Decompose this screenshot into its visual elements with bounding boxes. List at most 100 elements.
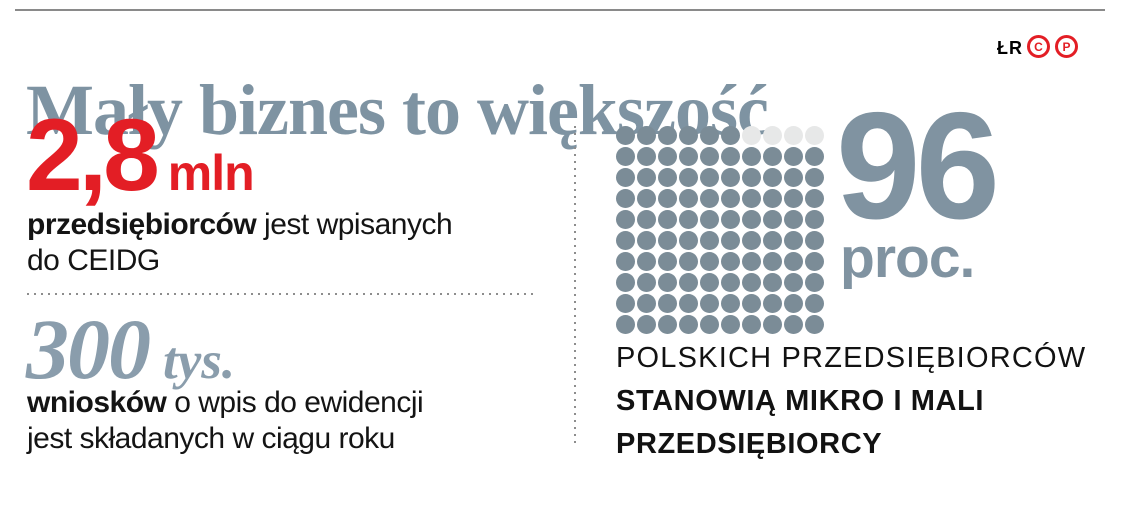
stat-applications-description: wniosków o wpis do ewidencji jest składa… xyxy=(27,385,424,457)
waffle-dot-filled xyxy=(700,168,719,187)
waffle-dot-filled xyxy=(742,168,761,187)
waffle-dot-filled xyxy=(763,315,782,334)
waffle-dot-filled xyxy=(721,210,740,229)
waffle-dot-filled xyxy=(679,126,698,145)
waffle-dot-filled xyxy=(784,147,803,166)
waffle-dot-filled xyxy=(616,147,635,166)
stat-entrepreneurs-unit: mln xyxy=(167,145,255,201)
waffle-caption-line1: POLSKICH PRZEDSIĘBIORCÓW xyxy=(616,342,1087,374)
waffle-dot-filled xyxy=(679,294,698,313)
waffle-dot-filled xyxy=(679,273,698,292)
waffle-dot-filled xyxy=(784,210,803,229)
waffle-dot-filled xyxy=(637,168,656,187)
waffle-chart xyxy=(616,126,824,334)
waffle-dot-filled xyxy=(616,315,635,334)
copyright-marks: C P xyxy=(1027,35,1078,58)
waffle-dot-filled xyxy=(637,315,656,334)
waffle-dot-filled xyxy=(721,273,740,292)
waffle-dot-filled xyxy=(721,252,740,271)
waffle-dot-filled xyxy=(616,252,635,271)
waffle-dot-empty xyxy=(784,126,803,145)
waffle-dot-filled xyxy=(679,189,698,208)
waffle-dot-filled xyxy=(658,273,677,292)
waffle-dot-filled xyxy=(658,147,677,166)
waffle-dot-filled xyxy=(637,231,656,250)
waffle-dot-filled xyxy=(616,231,635,250)
stat-entrepreneurs-description: przedsiębiorców jest wpisanych do CEIDG xyxy=(27,207,453,279)
waffle-caption-line3: PRZEDSIĘBIORCY xyxy=(616,428,883,460)
waffle-dot-filled xyxy=(700,231,719,250)
top-rule xyxy=(15,9,1105,11)
dotted-divider-vertical xyxy=(574,126,576,446)
waffle-dot-filled xyxy=(700,147,719,166)
waffle-dot-filled xyxy=(658,126,677,145)
credit-label: ŁR xyxy=(997,38,1023,58)
waffle-dot-filled xyxy=(679,231,698,250)
waffle-dot-filled xyxy=(763,231,782,250)
waffle-dot-filled xyxy=(805,315,824,334)
waffle-dot-filled xyxy=(742,294,761,313)
stat-entrepreneurs-desc-bold: przedsiębiorców xyxy=(27,208,257,241)
waffle-dot-filled xyxy=(637,126,656,145)
waffle-dot-filled xyxy=(763,210,782,229)
waffle-dot-filled xyxy=(700,210,719,229)
waffle-dot-filled xyxy=(700,315,719,334)
stat-applications-unit: tys. xyxy=(163,332,236,390)
waffle-dot-filled xyxy=(784,273,803,292)
waffle-dot-filled xyxy=(616,126,635,145)
waffle-dot-filled xyxy=(700,273,719,292)
waffle-dot-filled xyxy=(721,147,740,166)
waffle-dot-filled xyxy=(763,189,782,208)
waffle-dot-filled xyxy=(721,294,740,313)
waffle-dot-filled xyxy=(742,210,761,229)
waffle-dot-filled xyxy=(805,189,824,208)
waffle-dot-filled xyxy=(637,189,656,208)
stat-entrepreneurs-desc-line2: do CEIDG xyxy=(27,244,160,277)
waffle-dot-filled xyxy=(784,252,803,271)
waffle-dot-filled xyxy=(679,168,698,187)
stat-entrepreneurs: 2,8 mln xyxy=(26,104,255,206)
waffle-caption: POLSKICH PRZEDSIĘBIORCÓW STANOWIĄ MIKRO … xyxy=(616,337,1086,466)
waffle-dot-filled xyxy=(805,147,824,166)
waffle-dot-filled xyxy=(616,273,635,292)
waffle-dot-filled xyxy=(637,147,656,166)
waffle-dot-filled xyxy=(742,147,761,166)
waffle-dot-filled xyxy=(742,189,761,208)
waffle-dot-empty xyxy=(805,126,824,145)
waffle-dot-filled xyxy=(721,189,740,208)
waffle-dot-filled xyxy=(784,168,803,187)
waffle-dot-filled xyxy=(700,126,719,145)
waffle-dot-filled xyxy=(616,189,635,208)
stat-applications-desc-bold: wniosków xyxy=(27,386,167,419)
waffle-dot-filled xyxy=(637,210,656,229)
waffle-dot-filled xyxy=(805,273,824,292)
waffle-dot-filled xyxy=(763,252,782,271)
waffle-dot-filled xyxy=(805,252,824,271)
waffle-dot-filled xyxy=(742,231,761,250)
waffle-dot-filled xyxy=(658,315,677,334)
stat-applications-value: 300 xyxy=(26,301,151,397)
waffle-dot-filled xyxy=(721,168,740,187)
waffle-dot-filled xyxy=(700,189,719,208)
waffle-dot-filled xyxy=(679,252,698,271)
waffle-dot-filled xyxy=(742,273,761,292)
waffle-dot-filled xyxy=(742,315,761,334)
waffle-dot-filled xyxy=(721,315,740,334)
waffle-dot-filled xyxy=(742,252,761,271)
waffle-dot-filled xyxy=(763,273,782,292)
waffle-dot-filled xyxy=(658,210,677,229)
waffle-dot-filled xyxy=(658,231,677,250)
waffle-dot-filled xyxy=(679,210,698,229)
stat-entrepreneurs-desc-rest: jest wpisanych xyxy=(256,208,453,241)
waffle-dot-filled xyxy=(805,210,824,229)
waffle-dot-filled xyxy=(658,189,677,208)
waffle-dot-filled xyxy=(637,294,656,313)
waffle-dot-filled xyxy=(805,294,824,313)
waffle-dot-filled xyxy=(679,147,698,166)
waffle-dot-filled xyxy=(658,252,677,271)
stat-applications: 300 tys. xyxy=(26,306,235,392)
waffle-dot-filled xyxy=(616,294,635,313)
waffle-dot-filled xyxy=(784,231,803,250)
waffle-dot-filled xyxy=(637,273,656,292)
